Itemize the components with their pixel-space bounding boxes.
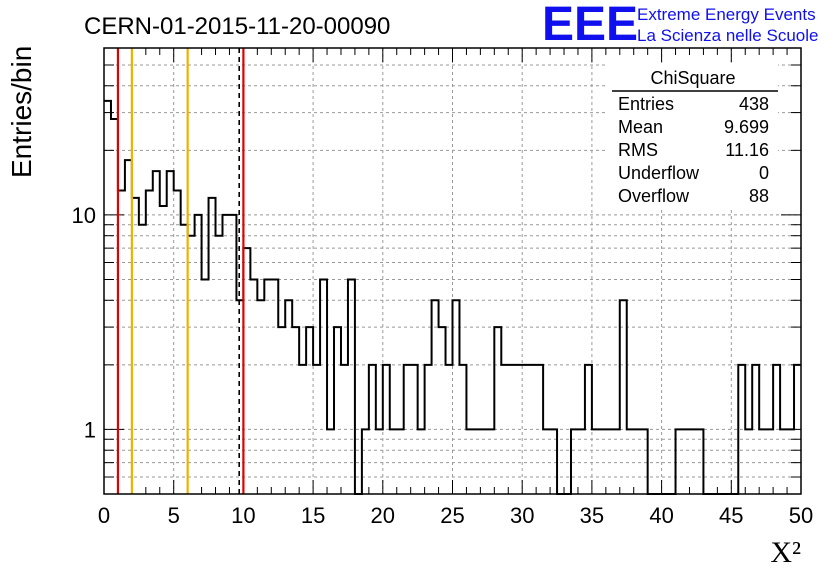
x-tick-label: 0 (98, 503, 110, 528)
y-tick-labels: 1 10 (72, 203, 96, 443)
x-tick-label: 25 (440, 503, 464, 528)
stats-label: Overflow (618, 186, 690, 206)
x-tick-label: 45 (719, 503, 743, 528)
x-tick-label: 35 (580, 503, 604, 528)
x-tick-label: 40 (649, 503, 673, 528)
stats-value: 0 (759, 163, 769, 183)
x-axis-label: X² (770, 536, 801, 569)
x-tick-label: 20 (371, 503, 395, 528)
stats-box: ChiSquare Entries 438 Mean 9.699 RMS 11.16 Und… (608, 64, 778, 209)
x-tick-label: 50 (789, 503, 813, 528)
logo-line-2: La Scienza nelle Scuole (637, 26, 818, 45)
stats-label: Entries (618, 94, 674, 114)
reference-lines (116, 48, 245, 494)
stats-value: 88 (749, 186, 769, 206)
x-tick-labels: 0 5 10 15 20 25 30 35 40 45 50 (98, 503, 813, 528)
y-axis-label: Entries/bin (6, 46, 37, 178)
y-tick-label: 1 (84, 417, 96, 442)
eee-logo: EEE Extreme Energy Events La Scienza nel… (542, 0, 818, 51)
stats-box-title: ChiSquare (650, 68, 735, 88)
stats-value: 9.699 (724, 117, 769, 137)
stats-label: Mean (618, 117, 663, 137)
stats-value: 11.16 (725, 140, 769, 160)
y-tick-label: 10 (72, 203, 96, 228)
x-tick-label: 15 (301, 503, 325, 528)
logo-line-1: Extreme Energy Events (637, 5, 816, 24)
chart-title: CERN-01-2015-11-20-00090 (84, 13, 390, 40)
x-tick-label: 10 (231, 503, 255, 528)
x-tick-label: 5 (168, 503, 180, 528)
stats-label: Underflow (618, 163, 700, 183)
eee-logo-mark: EEE (542, 0, 638, 51)
plot-frame (103, 47, 802, 495)
stats-label: RMS (618, 140, 658, 160)
stats-value: 438 (739, 94, 769, 114)
x-tick-label: 30 (510, 503, 534, 528)
